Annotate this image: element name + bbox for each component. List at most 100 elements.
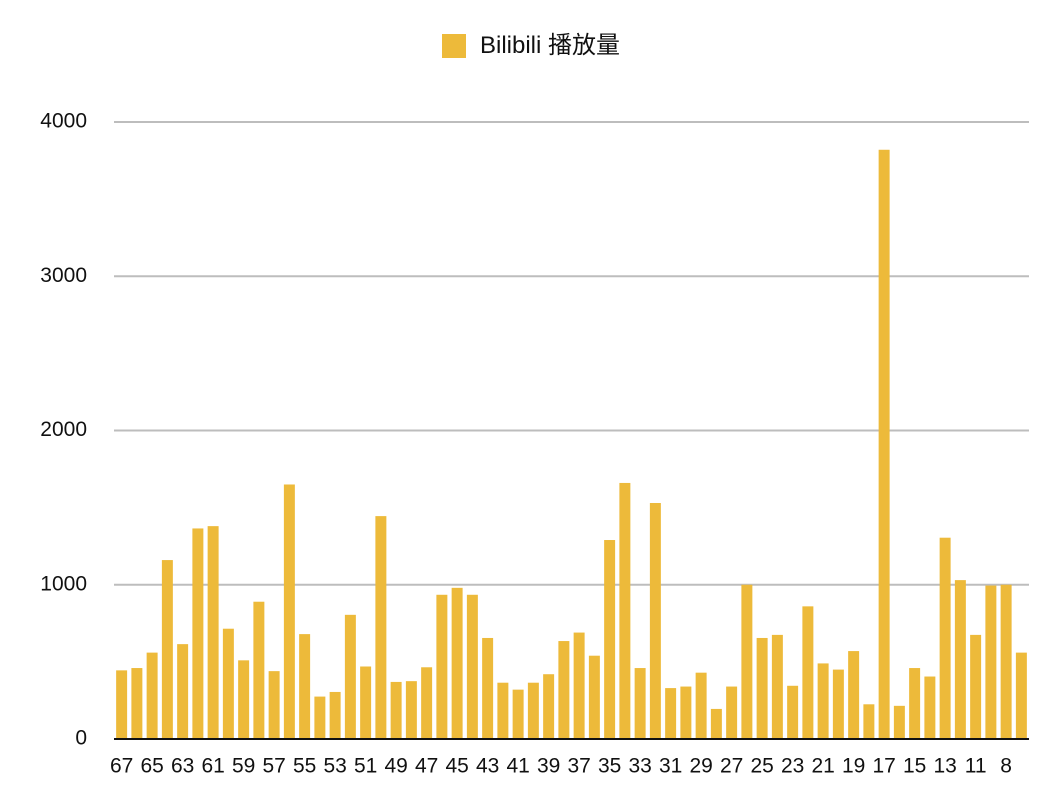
bar-26 <box>741 584 753 739</box>
x-tick-label-65: 65 <box>140 755 163 778</box>
bar-32 <box>649 502 661 739</box>
x-tick-label-35: 35 <box>598 755 621 778</box>
x-tick-label-59: 59 <box>232 755 255 778</box>
x-tick-label-53: 53 <box>323 755 346 778</box>
bar-38 <box>558 641 570 739</box>
x-tick-label-27: 27 <box>720 755 743 778</box>
bar-59 <box>238 660 250 739</box>
bar-33 <box>634 668 646 739</box>
x-tick-label-11: 11 <box>965 755 987 778</box>
bar-43 <box>482 637 494 739</box>
grid-layer <box>114 121 1029 586</box>
bar-34 <box>619 482 631 739</box>
x-tick-label-57: 57 <box>262 755 285 778</box>
bar-36 <box>588 655 600 739</box>
bar-46 <box>436 594 448 739</box>
bar-30 <box>680 686 692 739</box>
x-tick-label-23: 23 <box>781 755 804 778</box>
bar-52 <box>344 614 356 739</box>
bar-19 <box>848 651 860 739</box>
x-tick-label-61: 61 <box>201 755 224 778</box>
bar-66 <box>131 668 143 739</box>
bar-17 <box>878 149 890 739</box>
bar-54 <box>314 696 326 739</box>
bar-16 <box>893 705 905 739</box>
x-tick-label-29: 29 <box>689 755 712 778</box>
x-tick-label-8: 8 <box>1000 755 1012 778</box>
bar-29 <box>695 672 707 739</box>
bar-8 <box>1000 584 1012 739</box>
bar-31 <box>665 688 677 739</box>
bar-55 <box>299 634 311 739</box>
bar-63 <box>177 644 189 739</box>
bar-25 <box>756 637 768 739</box>
bar-49 <box>390 681 402 739</box>
x-tick-label-51: 51 <box>354 755 377 778</box>
y-axis-tick-labels: 0 1000 2000 3000 4000 <box>40 110 87 750</box>
bar-57 <box>268 671 280 739</box>
x-tick-label-43: 43 <box>476 755 499 778</box>
bar-40 <box>527 682 539 739</box>
bar-39 <box>543 674 555 739</box>
bar-35 <box>604 540 616 739</box>
bar-14 <box>924 676 936 739</box>
bar-58 <box>253 601 265 739</box>
x-tick-label-21: 21 <box>811 755 834 778</box>
x-tick-label-67: 67 <box>110 755 133 778</box>
y-tick-label-4000: 4000 <box>40 110 87 133</box>
bar-18 <box>863 704 875 739</box>
bar-12 <box>954 580 966 739</box>
bar-51 <box>360 666 372 739</box>
legend: Bilibili 播放量 <box>442 32 620 60</box>
bars-layer <box>116 149 1027 739</box>
x-tick-label-19: 19 <box>842 755 865 778</box>
bar-10 <box>985 585 997 739</box>
legend-swatch <box>442 34 466 58</box>
bar-60 <box>222 628 234 739</box>
bar-20 <box>832 669 844 739</box>
bar-64 <box>161 560 173 739</box>
x-tick-label-33: 33 <box>628 755 651 778</box>
bar-56 <box>283 484 295 739</box>
x-axis-tick-labels: 67 65 63 61 59 57 55 53 51 49 47 45 43 41 39 37 35 33 31 29… <box>110 755 1012 778</box>
bar-61 <box>207 526 219 739</box>
y-tick-label-2000: 2000 <box>40 418 87 441</box>
bar-45 <box>451 587 463 739</box>
bar-21 <box>817 663 829 739</box>
x-tick-label-63: 63 <box>171 755 194 778</box>
bar-44 <box>466 594 478 739</box>
x-tick-label-25: 25 <box>750 755 773 778</box>
bar-50 <box>375 516 387 739</box>
bar-42 <box>497 682 509 739</box>
bar-27 <box>726 686 738 739</box>
bar-28 <box>710 708 722 739</box>
bar-13 <box>939 537 951 739</box>
y-tick-label-1000: 1000 <box>40 572 87 595</box>
bar-11 <box>970 634 982 739</box>
bar-23 <box>787 685 799 739</box>
x-tick-label-13: 13 <box>933 755 956 778</box>
x-tick-label-39: 39 <box>537 755 560 778</box>
x-tick-label-15: 15 <box>903 755 926 778</box>
bar-47 <box>421 667 433 739</box>
y-tick-label-3000: 3000 <box>40 264 87 287</box>
x-tick-label-37: 37 <box>567 755 590 778</box>
x-tick-label-45: 45 <box>445 755 468 778</box>
bar-22 <box>802 606 814 739</box>
x-tick-label-41: 41 <box>506 755 529 778</box>
bar-62 <box>192 528 204 739</box>
x-tick-label-47: 47 <box>415 755 438 778</box>
x-tick-label-31: 31 <box>659 755 682 778</box>
bar-53 <box>329 691 341 739</box>
bar-37 <box>573 632 585 739</box>
bar-67 <box>116 670 128 739</box>
bar-41 <box>512 689 524 739</box>
x-tick-label-49: 49 <box>384 755 407 778</box>
legend-label: Bilibili 播放量 <box>480 32 621 59</box>
bar-7 <box>1015 652 1027 739</box>
bar-24 <box>771 634 783 739</box>
bar-65 <box>146 652 158 739</box>
bar-15 <box>909 668 921 739</box>
